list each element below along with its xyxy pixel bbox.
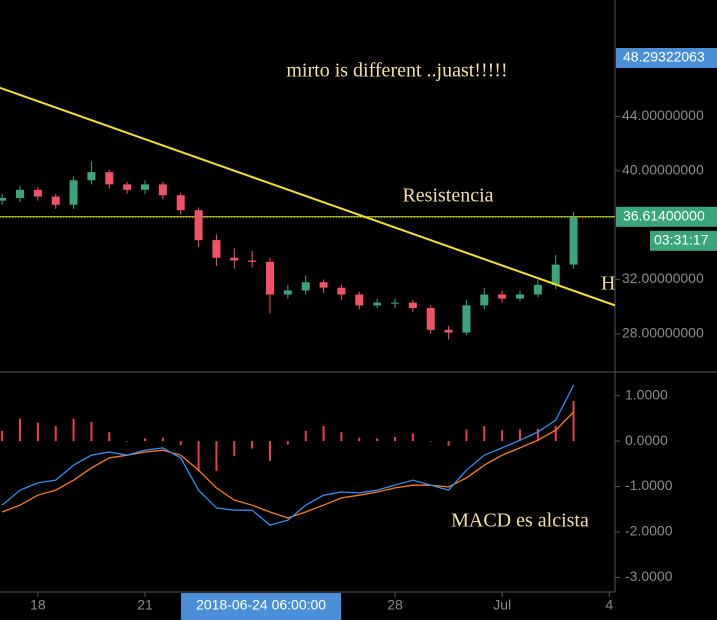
candle-body [337, 287, 346, 295]
trendline [0, 86, 616, 307]
y-tick-label: 28.00000000 [622, 325, 704, 341]
histogram-bar [411, 433, 414, 442]
price-label: 48.29322063 [623, 49, 705, 65]
histogram-bar [36, 422, 39, 442]
histogram-bar [197, 441, 200, 472]
histogram-bar [144, 438, 146, 442]
candle-body [230, 257, 239, 261]
candle-body [87, 172, 96, 181]
candle-body [33, 189, 42, 197]
candle-body [123, 184, 132, 190]
histogram-bar [429, 441, 432, 442]
histogram-bar [501, 430, 504, 442]
candle-body [355, 294, 364, 306]
macd-line [1, 384, 575, 526]
candle-body [569, 217, 578, 265]
histogram-bar [554, 426, 557, 442]
candle-body [0, 197, 7, 201]
candle-body [391, 302, 399, 304]
y-tick-label: -1.0000 [625, 477, 673, 493]
histogram-bar [376, 438, 379, 442]
histogram-bar [1, 430, 4, 442]
x-tick-label: 21 [137, 597, 153, 613]
candle-body [194, 210, 203, 241]
y-tick-label: 32.00000000 [622, 270, 704, 286]
histogram-bar [108, 432, 111, 442]
x-tick-label: 18 [30, 597, 46, 613]
histogram-bar [483, 426, 486, 442]
histogram-bar [54, 426, 57, 442]
candle-body [266, 261, 274, 295]
candle-body [533, 284, 542, 295]
histogram-bar [304, 430, 307, 442]
histogram-bar [19, 418, 21, 442]
candle-body [516, 294, 524, 299]
histogram-bar [465, 429, 468, 442]
histogram-bar [340, 432, 343, 442]
histogram-bar [447, 441, 450, 446]
countdown: 03:31:17 [654, 232, 709, 248]
candle-body [444, 329, 453, 333]
candle-body [373, 302, 382, 306]
candle-body [51, 196, 60, 205]
candle-body [301, 282, 310, 291]
countdown-box [650, 230, 717, 251]
histogram-bar [519, 429, 521, 442]
price-label-box [616, 48, 717, 69]
histogram-bar [269, 441, 271, 461]
y-tick-label: 40.00000000 [622, 161, 704, 177]
candle-body [462, 305, 471, 333]
candle-body [248, 260, 257, 262]
crosshair-time-label: 2018-06-24 06:00:00 [196, 597, 326, 613]
candle-body [480, 294, 489, 306]
y-tick-label: 44.00000000 [622, 107, 704, 123]
candle-body [141, 184, 149, 190]
candle-body [283, 290, 292, 295]
candle-body [498, 294, 507, 299]
candle-body [408, 302, 417, 309]
histogram-bar [72, 418, 75, 442]
histogram-bar [536, 428, 539, 442]
y-tick-label: 0.0000 [625, 432, 668, 448]
histogram-bar [233, 441, 236, 457]
y-tick-label: 1.0000 [625, 386, 668, 402]
price-label-box [616, 206, 717, 227]
annotation: Resistencia [402, 185, 493, 207]
y-tick-label: -2.0000 [625, 523, 673, 539]
histogram-bar [161, 437, 164, 442]
crosshair-time-box [181, 593, 342, 620]
x-tick-label: 4 [605, 597, 613, 613]
candle-body [212, 240, 221, 258]
histogram-bar [251, 441, 254, 449]
histogram-bar [322, 426, 325, 442]
candle-body [105, 172, 114, 185]
price-label: 36.61400000 [623, 208, 705, 224]
signal-line [1, 411, 575, 519]
histogram-bar [286, 441, 289, 445]
candle-body [158, 184, 167, 196]
histogram-bar [358, 437, 361, 442]
histogram-bar [215, 441, 218, 472]
histogram-bar [572, 400, 575, 442]
annotation: MACD es alcista [451, 510, 589, 532]
candle-body [16, 189, 24, 198]
candle-body [551, 264, 560, 285]
x-tick-label: 28 [387, 597, 403, 613]
histogram-bar [90, 422, 93, 442]
histogram-bar [126, 441, 129, 442]
y-tick-label: -3.0000 [625, 568, 673, 584]
candle-body [69, 180, 78, 205]
candle-body [319, 282, 328, 288]
annotation: mirto is different ..juast!!!!! [286, 60, 507, 82]
histogram-bar [394, 437, 396, 442]
annotation: H [601, 273, 615, 295]
histogram-bar [179, 441, 182, 446]
x-tick-label: Jul [493, 597, 511, 613]
candle-body [426, 308, 435, 330]
candle-body [176, 195, 185, 211]
